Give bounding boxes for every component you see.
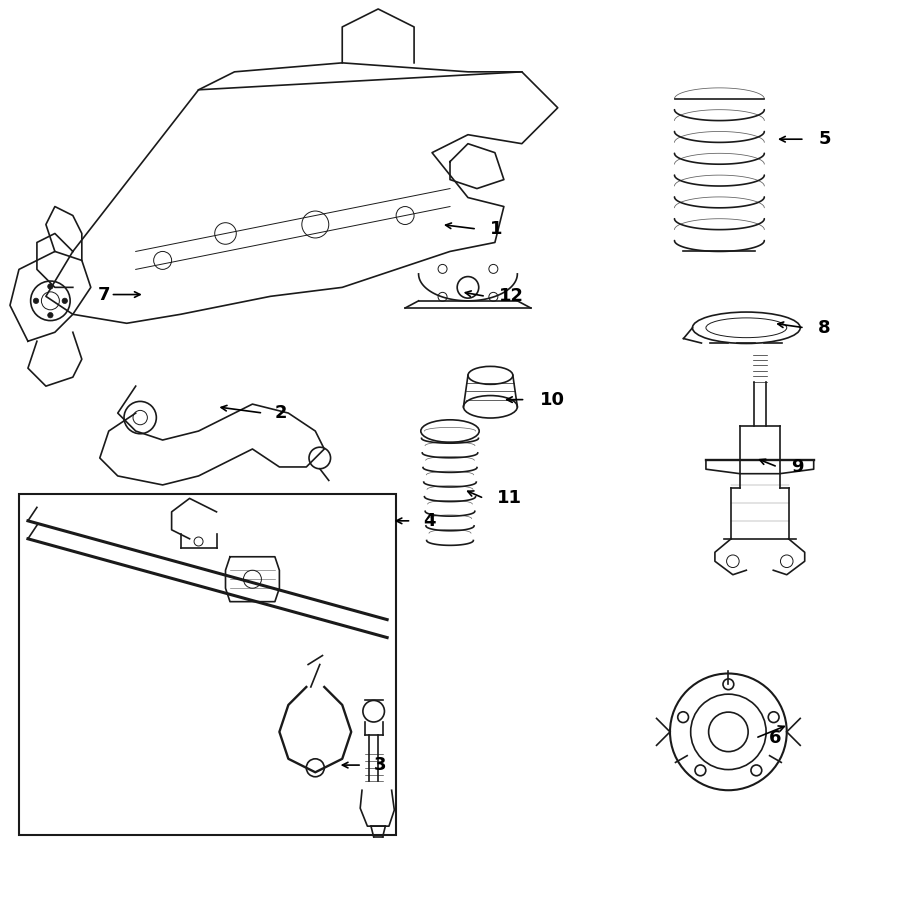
Text: 7: 7: [98, 286, 111, 304]
Text: 3: 3: [374, 756, 386, 774]
Bar: [19, 494, 396, 835]
Text: 2: 2: [274, 404, 287, 422]
Text: 6: 6: [769, 729, 781, 747]
Circle shape: [33, 298, 39, 304]
Text: 5: 5: [818, 130, 831, 148]
Text: 9: 9: [791, 458, 804, 476]
Text: 4: 4: [423, 512, 436, 530]
Circle shape: [62, 298, 68, 304]
Text: 10: 10: [540, 391, 565, 409]
Circle shape: [48, 284, 53, 289]
Text: 1: 1: [491, 220, 503, 238]
Text: 12: 12: [500, 287, 525, 305]
Text: 8: 8: [818, 319, 831, 337]
Text: 11: 11: [497, 489, 522, 507]
Circle shape: [48, 313, 53, 318]
